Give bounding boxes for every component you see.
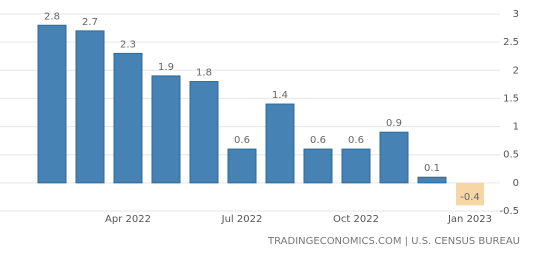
bar: [417, 176, 447, 184]
value-label: 1.8: [196, 68, 212, 79]
y-tick-label: 2.5: [503, 37, 519, 48]
bar: [341, 148, 371, 184]
x-tick-label: Oct 2022: [333, 214, 379, 225]
y-tick-label: 1: [513, 122, 519, 133]
value-label: 0.6: [348, 135, 364, 146]
value-label: 0.1: [424, 163, 440, 174]
y-tick-label: 0.5: [503, 150, 519, 161]
bar: [189, 81, 219, 184]
x-tick-label: Apr 2022: [105, 214, 151, 225]
y-tick-label: 3: [513, 9, 519, 20]
value-label: 1.4: [272, 90, 288, 101]
y-tick-label: 1.5: [503, 93, 519, 104]
y-tick-label: -0.5: [499, 206, 519, 217]
bar: [113, 52, 143, 184]
bar: [303, 148, 333, 184]
value-label: 1.9: [158, 62, 174, 73]
value-label: -0.4: [460, 192, 480, 203]
value-label: 0.6: [310, 135, 326, 146]
x-tick-label: Jul 2022: [221, 214, 263, 225]
bar: [456, 182, 484, 206]
value-label: 2.7: [82, 17, 98, 28]
source: TRADINGECONOMICS.COM | U.S. CENSUS BUREA…: [267, 236, 520, 247]
x-tick-label: Jan 2023: [447, 214, 492, 225]
value-label: 0.9: [386, 118, 402, 129]
bar: [75, 30, 105, 184]
bar: [379, 131, 409, 184]
bar: [37, 24, 67, 184]
value-label: 0.6: [234, 135, 250, 146]
bar: [265, 103, 295, 184]
bar: [227, 148, 257, 184]
value-label: 2.8: [44, 11, 60, 22]
bar: [151, 75, 181, 184]
value-label: 2.3: [120, 39, 136, 50]
y-tick-label: 0: [513, 178, 519, 189]
y-tick-label: 2: [513, 65, 519, 76]
